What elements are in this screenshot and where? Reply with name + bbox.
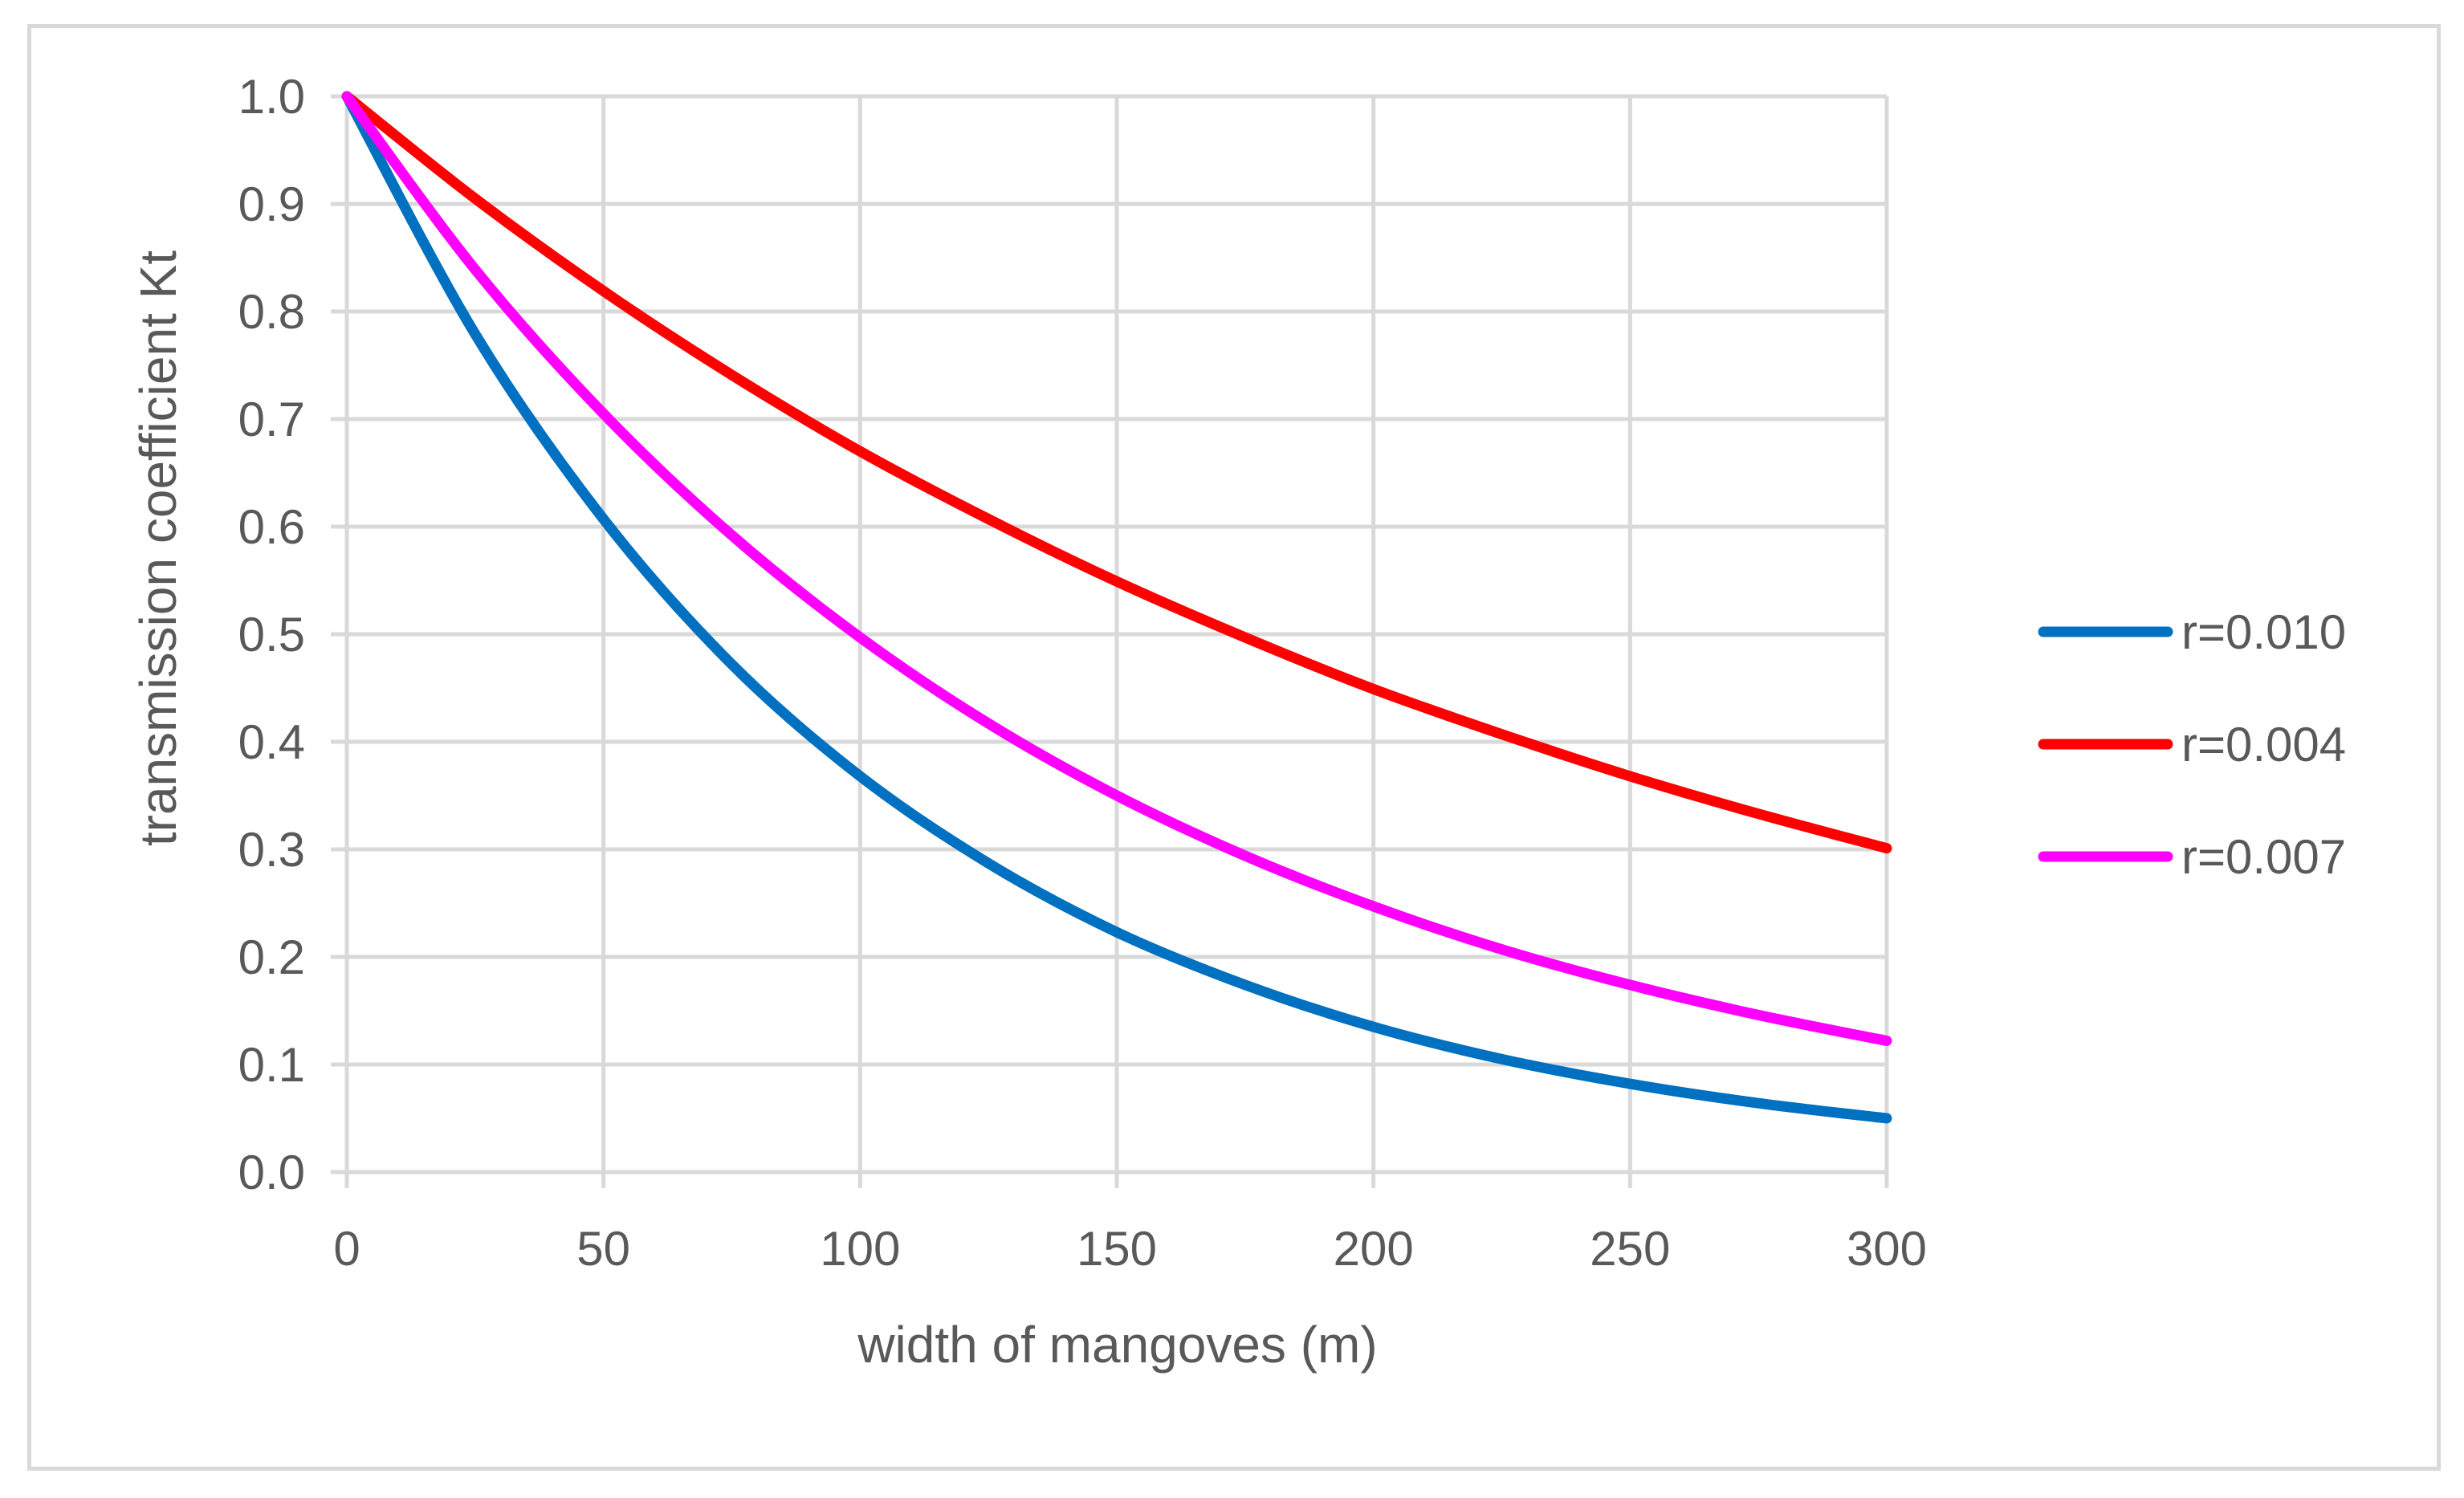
y-axis-title: transmission coefficient Kt [129, 250, 187, 846]
y-tick-label: 0.7 [238, 393, 305, 446]
y-tick-label: 0.8 [238, 285, 305, 339]
x-tick-label: 100 [820, 1222, 900, 1276]
x-tick-label: 150 [1077, 1222, 1157, 1276]
x-tick-label: 0 [333, 1222, 360, 1276]
x-tick-label: 300 [1847, 1222, 1927, 1276]
x-tick-label: 50 [576, 1222, 630, 1276]
y-tick-label: 0.4 [238, 715, 305, 769]
y-tick-label: 0.6 [238, 500, 305, 554]
legend: r=0.010 r=0.004 r=0.007 [2038, 605, 2346, 884]
axes [331, 94, 1889, 1188]
legend-label-r-0-007: r=0.007 [2181, 830, 2346, 884]
y-tick-label: 1.0 [238, 70, 305, 124]
y-tick-label: 0.3 [238, 823, 305, 877]
y-tick-label: 0.5 [238, 608, 305, 661]
legend-label-r-0-004: r=0.004 [2181, 718, 2346, 771]
chart-frame [27, 24, 2441, 1471]
series-line-r-0-010 [341, 91, 1892, 1124]
x-tick-label: 250 [1590, 1222, 1670, 1276]
series-lines [341, 91, 1892, 1124]
y-tick-label: 0.2 [238, 930, 305, 984]
x-tick-label: 200 [1334, 1222, 1414, 1276]
x-axis-title: width of mangoves (m) [857, 1316, 1377, 1374]
tick-labels: 0.0 0.1 0.2 0.3 0.4 0.5 0.6 0.7 0.8 0.9 1.0 0 50 100 1… [238, 70, 1927, 1276]
legend-label-r-0-010: r=0.010 [2181, 605, 2346, 659]
series-line-r-0-004 [341, 91, 1892, 854]
y-tick-label: 0.9 [238, 177, 305, 231]
y-tick-label: 0.0 [238, 1146, 305, 1199]
y-tick-label: 0.1 [238, 1038, 305, 1092]
grid [347, 94, 1889, 1172]
series-line-r-0-007 [341, 91, 1892, 1046]
